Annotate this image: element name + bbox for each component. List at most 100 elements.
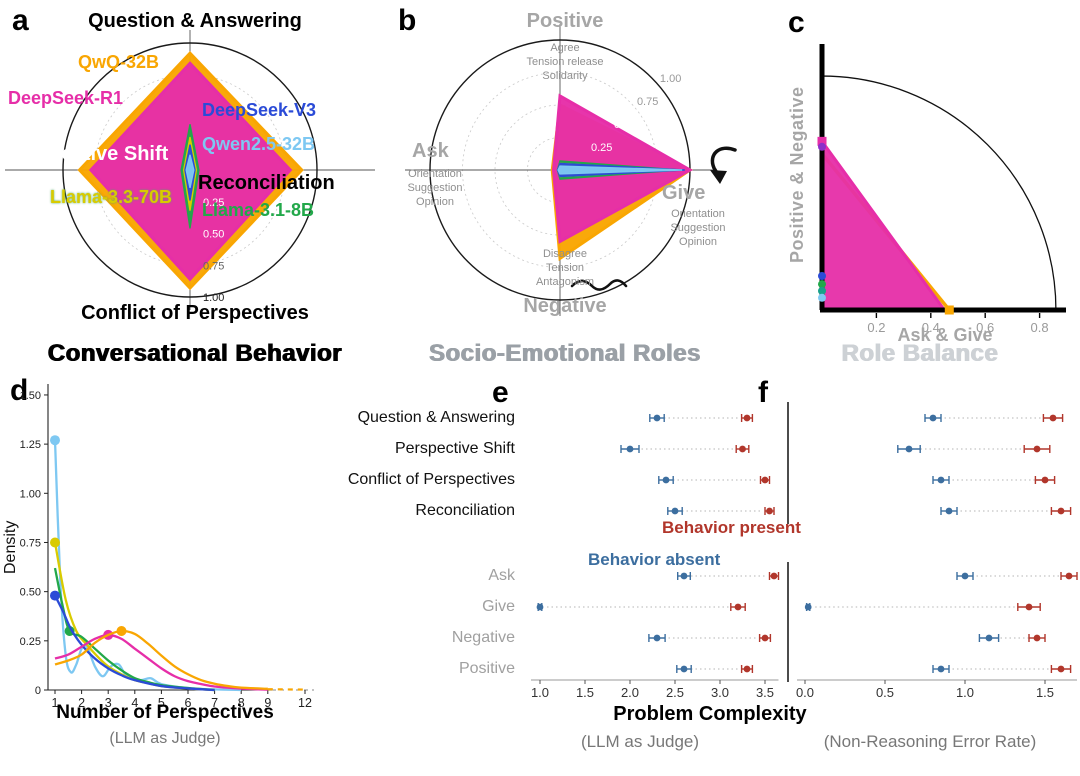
panel-conversational-behavior: 0.25 0.50 0.75 1.00 Question & Answering Qw… [0, 0, 390, 372]
legend-qwen-2-5-32b: Qwen2.5-32B [202, 134, 316, 154]
panel-socio-emotional-roles: 0.25 0.50 0.75 1.00 Positive Agree Tension … [390, 0, 740, 372]
category-ask: Ask [488, 567, 515, 584]
svg-text:0.5: 0.5 [876, 685, 894, 700]
svg-text:1.00: 1.00 [660, 73, 681, 85]
section-title-conversational-behavior: Conversational Behavior [47, 340, 343, 367]
sublabel-ask-orientation: Orientation [408, 168, 462, 180]
category-reconciliation: Reconciliation [415, 502, 515, 519]
axis-label-perspective-shift: Perspective Shift [6, 143, 169, 165]
axis-label-conflict-of-perspectives: Conflict of Perspectives [81, 302, 309, 324]
svg-text:8: 8 [238, 696, 245, 710]
svg-text:0.6: 0.6 [976, 320, 994, 335]
legend-behavior-absent: Behavior absent [588, 550, 721, 569]
panel-letter-f: f [758, 376, 768, 409]
category-positive: Positive [458, 660, 515, 677]
axis-label-ask-give: Ask & Give [897, 325, 993, 345]
axis-label-negative: Negative [523, 295, 607, 317]
category-give: Give [482, 598, 515, 615]
svg-text:1.00: 1.00 [20, 488, 41, 500]
panel-letter-b: b [398, 4, 417, 37]
sublabel-ask-opinion: Opinion [416, 196, 454, 208]
axis-label-ask: Ask [412, 140, 449, 162]
legend-behavior-present: Behavior present [662, 518, 801, 537]
svg-text:0: 0 [35, 685, 41, 697]
radar-conversational-svg: 0.25 0.50 0.75 1.00 [5, 30, 375, 310]
sublabel-give-opinion: Opinion [679, 236, 717, 248]
svg-text:0.75: 0.75 [203, 260, 224, 272]
svg-text:7: 7 [211, 696, 218, 710]
svg-text:0.75: 0.75 [20, 537, 41, 549]
sublabel-antagonism: Antagonism [535, 276, 595, 288]
svg-text:3.0: 3.0 [711, 685, 729, 700]
panel-density: 0 0.25 0.50 0.75 1.00 1.25 1.50 1 2 3 4 5 6 7 8 9 12 Den… [0, 372, 330, 776]
svg-text:0.50: 0.50 [20, 587, 41, 599]
sublabel-solidarity: Solidarity [542, 70, 588, 82]
svg-text:3.5: 3.5 [756, 685, 774, 700]
axis-sublabel-llm-as-judge-d: (LLM as Judge) [109, 730, 221, 747]
axis-label-positive: Positive [526, 10, 604, 32]
axis-label-question-answering: Question & Answering [88, 10, 302, 32]
svg-text:1.0: 1.0 [956, 685, 974, 700]
panel-letter-c: c [788, 6, 805, 39]
legend-deepseek-r1: DeepSeek-R1 [8, 88, 124, 108]
axis-label-problem-complexity: Problem Complexity [613, 703, 807, 725]
density-svg: 00.250.500.751.001.251.501 2 3 4 5 6 7 8 9 12 [20, 384, 314, 710]
legend-llama-3-1-8b: Llama-3.1-8B [202, 200, 315, 220]
svg-text:2.0: 2.0 [621, 685, 639, 700]
axis-sublabel-llm-as-judge-e: (LLM as Judge) [580, 732, 700, 751]
svg-text:1.5: 1.5 [1036, 685, 1054, 700]
svg-text:0.0: 0.0 [796, 685, 814, 700]
svg-text:3: 3 [105, 696, 112, 710]
sublabel-give-orientation: Orientation [671, 208, 725, 220]
category-perspective-shift: Perspective Shift [394, 440, 515, 457]
axis-label-number-of-perspectives: Number of Perspectives [56, 702, 274, 723]
legend-deepseek-v3: DeepSeek-V3 [202, 100, 317, 120]
legend-qwq-32b: QwQ-32B [78, 52, 160, 72]
svg-text:1.5: 1.5 [576, 685, 594, 700]
sublabel-tension: Tension [546, 262, 584, 274]
sublabel-give-suggestion: Suggestion [670, 222, 726, 234]
svg-text:1.0: 1.0 [531, 685, 549, 700]
svg-text:1.25: 1.25 [20, 439, 41, 451]
svg-text:0.8: 0.8 [1031, 320, 1049, 335]
panel-role-balance: 0.2 0.4 0.6 0.8 Positive & Negative Ask & G… [760, 0, 1080, 372]
svg-text:0.25: 0.25 [20, 636, 41, 648]
legend-llama-3-3-70b: Llama-3.3-70B [50, 187, 173, 207]
axis-sublabel-non-reasoning-error-rate: (Non-Reasoning Error Rate) [823, 732, 1037, 751]
sublabel-disagree: Disagree [542, 248, 588, 260]
svg-text:9: 9 [264, 696, 271, 710]
svg-text:0.4: 0.4 [922, 320, 940, 335]
svg-text:5: 5 [158, 696, 165, 710]
svg-text:2.5: 2.5 [666, 685, 684, 700]
axis-label-reconciliation: Reconciliation [198, 172, 335, 194]
panel-letter-a: a [12, 4, 29, 37]
section-title-role-balance: Role Balance [841, 340, 999, 367]
svg-text:4: 4 [131, 696, 138, 710]
panel-problem-complexity-judge: 1.0 1.5 2.0 2.5 3.0 3.5 Question & Answering … [330, 372, 801, 776]
sublabel-agree: Agree [550, 42, 580, 54]
category-negative: Negative [451, 629, 515, 646]
svg-text:0.75: 0.75 [637, 96, 658, 108]
dumbbell-judge-svg: 1.0 1.5 2.0 2.5 3.0 3.5 [531, 414, 780, 700]
svg-text:0.25: 0.25 [591, 142, 612, 154]
panel-letter-e: e [492, 376, 509, 409]
sublabel-ask-suggestion: Suggestion [407, 182, 463, 194]
category-conflict-of-perspectives: Conflict of Perspectives [347, 471, 515, 488]
svg-text:0.2: 0.2 [867, 320, 885, 335]
sublabel-tension-release: Tension release [526, 56, 604, 68]
category-question-answering: Question & Answering [357, 409, 515, 426]
svg-text:12: 12 [298, 696, 312, 710]
axis-label-density: Density [2, 520, 19, 574]
svg-text:0.50: 0.50 [203, 229, 224, 241]
dumbbell-error-rate-svg: 0.0 0.5 1.0 1.5 [787, 402, 1078, 700]
panel-problem-complexity-error-rate: 0.0 0.5 1.0 1.5 [780, 372, 1080, 776]
section-title-socio-emotional-roles: Socio-Emotional Roles [429, 340, 701, 367]
svg-text:6: 6 [185, 696, 192, 710]
svg-text:0.50: 0.50 [614, 119, 635, 131]
svg-text:1: 1 [52, 696, 59, 710]
radar-socio-emotional-svg: 0.250.500.751.00 [405, 24, 737, 316]
role-balance-svg: 0.2 0.4 0.6 0.8 [817, 44, 1066, 335]
axis-label-positive-negative: Positive & Negative [787, 86, 807, 264]
svg-text:1.00: 1.00 [203, 292, 224, 304]
